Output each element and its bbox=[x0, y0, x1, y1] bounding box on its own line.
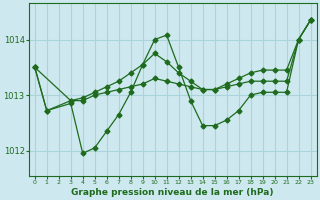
X-axis label: Graphe pression niveau de la mer (hPa): Graphe pression niveau de la mer (hPa) bbox=[71, 188, 274, 197]
